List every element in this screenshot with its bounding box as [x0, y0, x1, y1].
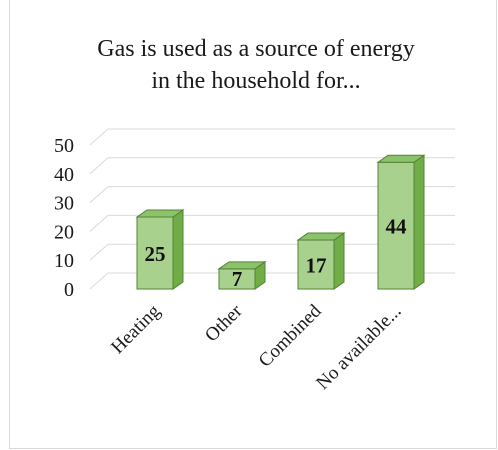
bars [135, 154, 426, 290]
bar-side [172, 209, 184, 290]
chart-title-line-1: Gas is used as a source of energy [97, 36, 414, 62]
bar-top [296, 232, 346, 241]
bar-front [136, 216, 174, 290]
x-category-label: Combined [255, 300, 326, 371]
x-category-label: Other [201, 300, 247, 346]
gridline-depth [89, 157, 109, 175]
data-label: 44 [386, 215, 408, 239]
bar-top [217, 261, 267, 270]
y-tick-label: 30 [54, 193, 74, 215]
y-tick-label: 40 [54, 164, 74, 186]
y-tick-label: 0 [64, 279, 74, 301]
bar [376, 154, 426, 290]
gridline-depth [89, 128, 109, 146]
bar-side [333, 232, 345, 290]
data-labels: 25 7 17 44 [145, 215, 408, 291]
bar [217, 260, 267, 290]
y-tick-label: 50 [54, 135, 74, 157]
x-category-label: Heating [107, 300, 165, 358]
bar-front [377, 161, 415, 290]
data-label: 17 [306, 254, 327, 278]
y-tick-label: 10 [54, 250, 74, 272]
gridline-depth [89, 243, 109, 261]
y-axis-ticks: 0 10 20 30 40 50 [54, 135, 74, 301]
x-category-label: No available... [312, 301, 405, 394]
gridline-depth [89, 272, 109, 290]
bar [296, 232, 346, 290]
bar-top [135, 209, 185, 218]
gridline-depth [89, 186, 109, 203]
y-tick-label: 20 [54, 221, 74, 243]
gridline-depth [89, 215, 109, 232]
bar [135, 209, 185, 290]
data-label: 25 [145, 242, 166, 266]
data-label: 7 [232, 267, 243, 291]
bar-side [413, 154, 425, 290]
chart-title-line-2: in the household for... [151, 68, 360, 94]
bar-top [376, 154, 426, 163]
